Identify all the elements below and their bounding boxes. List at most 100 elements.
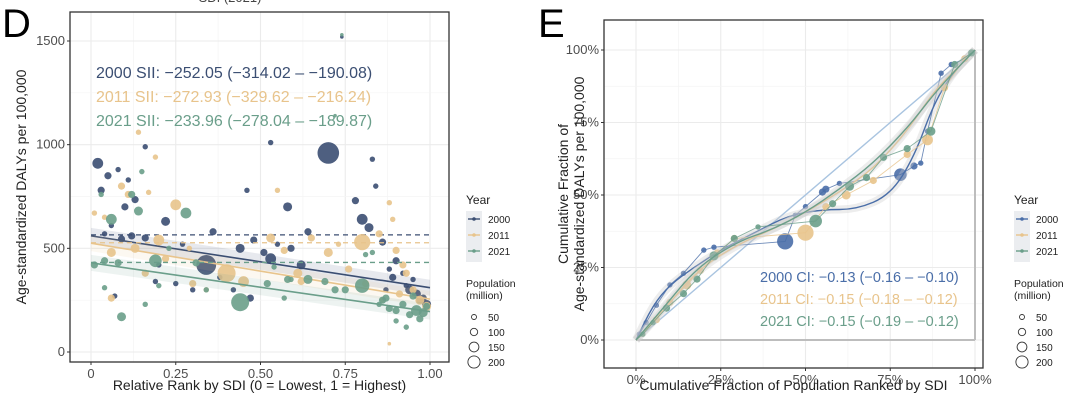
data-point xyxy=(373,183,379,189)
data-point xyxy=(274,187,281,193)
data-point xyxy=(304,228,312,236)
data-point xyxy=(355,278,370,293)
data-point xyxy=(196,255,217,275)
x-tick-label: 1.00 xyxy=(417,366,442,381)
data-point xyxy=(101,214,108,220)
data-point xyxy=(356,213,368,225)
y-tick-label: 0 xyxy=(58,344,65,359)
legend-size-label: 150 xyxy=(488,343,505,354)
data-point xyxy=(281,295,287,301)
data-point xyxy=(390,216,396,223)
series-2021 xyxy=(90,32,431,330)
legend-size-label: 200 xyxy=(488,358,505,369)
concentration-curve xyxy=(635,49,976,341)
y-tick-label: 1000 xyxy=(36,137,65,152)
legend-size-key xyxy=(468,341,480,353)
data-point xyxy=(97,186,105,194)
data-point xyxy=(345,265,353,273)
data-point xyxy=(263,279,271,288)
data-point xyxy=(274,241,281,247)
data-point xyxy=(386,266,393,272)
data-point xyxy=(333,113,337,118)
data-point xyxy=(244,187,250,193)
panel-d: D SDI (2021) 0 0.25 0.50 0.75 1.00 0 500 1000 1500… xyxy=(2,0,516,393)
legend-size-key xyxy=(1016,341,1028,353)
data-point xyxy=(131,196,139,204)
legend-key-point xyxy=(472,233,476,237)
data-point xyxy=(409,286,417,294)
data-point xyxy=(139,168,145,175)
data-point xyxy=(230,287,237,293)
legend-title-year: Year xyxy=(1014,193,1038,207)
data-point xyxy=(153,234,165,246)
data-point xyxy=(217,264,236,283)
data-point xyxy=(133,206,143,216)
data-point xyxy=(107,294,115,302)
data-point xyxy=(382,294,390,302)
x-tick-label: 50% xyxy=(792,372,818,387)
data-point xyxy=(403,324,409,330)
legend-key-point xyxy=(472,217,476,221)
data-point xyxy=(392,306,400,315)
data-point xyxy=(410,276,416,283)
x-tick-label: 0% xyxy=(627,372,646,387)
data-point xyxy=(362,251,369,258)
y-tick-label: 75% xyxy=(573,115,599,130)
data-point xyxy=(209,228,217,236)
annotation-2021: 2021 SII: −233.96 (−278.04 – −189.87) xyxy=(96,113,372,130)
legend-title-year: Year xyxy=(466,193,490,207)
y-axis-label: Age-standardized DALYs per 100,000 xyxy=(13,69,29,304)
equality-line xyxy=(635,49,976,341)
panel-e: E 0% 25% 50% 75% 100% 0% 25% 50% 75% 100% Cumulativ… xyxy=(538,2,1064,393)
x-tick-label: 0.50 xyxy=(248,366,273,381)
legend-size-key xyxy=(467,355,481,369)
data-point xyxy=(125,177,131,183)
x-tick-label: 0.75 xyxy=(333,366,358,381)
concentration-curve xyxy=(635,49,976,341)
data-point xyxy=(386,200,393,206)
data-point xyxy=(288,276,294,283)
data-point xyxy=(399,300,407,308)
data-point xyxy=(287,244,295,252)
data-point xyxy=(121,203,129,211)
data-point xyxy=(389,273,397,281)
legend-key-point xyxy=(1020,233,1024,237)
data-point xyxy=(266,233,276,243)
annotation-2000: 2000 CI: −0.13 (−0.16 – −0.10) xyxy=(760,270,959,286)
data-point xyxy=(161,216,171,226)
data-point xyxy=(317,142,340,164)
legend-size-label: 100 xyxy=(488,328,505,339)
data-point xyxy=(267,139,274,146)
data-point xyxy=(402,269,410,277)
legend-title-population: (million) xyxy=(1014,290,1051,302)
x-tick-label: 0.25 xyxy=(163,366,188,381)
regression-line xyxy=(90,262,431,313)
legend-size-key xyxy=(471,314,477,320)
data-point xyxy=(231,293,250,312)
x-tick-label: 25% xyxy=(708,372,734,387)
data-point xyxy=(387,341,392,346)
legend-label-2000: 2000 xyxy=(1036,215,1059,226)
data-point xyxy=(106,247,116,257)
y-tick-label: 100% xyxy=(566,42,600,57)
legend-size-key xyxy=(469,327,479,337)
data-point xyxy=(141,234,149,242)
data-point xyxy=(303,274,313,284)
x-axis-label: Cumulative Fraction of Population Ranked… xyxy=(639,377,947,393)
data-point xyxy=(180,207,192,219)
data-point xyxy=(186,245,193,252)
annotation-2000: 2000 SII: −252.05 (−314.02 – −190.08) xyxy=(96,65,372,82)
data-point xyxy=(392,257,400,265)
data-point xyxy=(297,277,305,286)
data-point xyxy=(145,189,152,196)
legend-key-point xyxy=(1020,249,1024,253)
regression-line xyxy=(90,242,431,300)
data-point xyxy=(416,315,424,323)
y-tick-label: 500 xyxy=(43,240,65,255)
data-point xyxy=(399,261,407,269)
y-tick-label: 1500 xyxy=(36,33,65,48)
data-point xyxy=(406,311,414,319)
y-axis-label: Age-standardized DALYs per 100,000 xyxy=(571,76,587,311)
legend-size-label: 150 xyxy=(1036,343,1053,354)
